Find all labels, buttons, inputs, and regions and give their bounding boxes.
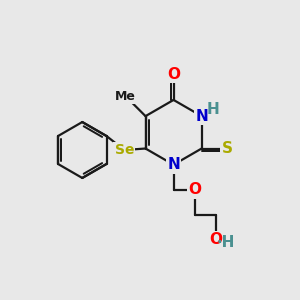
Text: H: H bbox=[207, 102, 220, 117]
Text: N: N bbox=[167, 157, 180, 172]
Text: Me: Me bbox=[115, 90, 136, 103]
Text: ·H: ·H bbox=[216, 235, 235, 250]
Text: N: N bbox=[195, 109, 208, 124]
Text: O: O bbox=[167, 67, 180, 82]
Text: Se: Se bbox=[115, 143, 134, 157]
Text: O: O bbox=[188, 182, 201, 197]
Text: O: O bbox=[209, 232, 223, 247]
Text: S: S bbox=[222, 141, 233, 156]
